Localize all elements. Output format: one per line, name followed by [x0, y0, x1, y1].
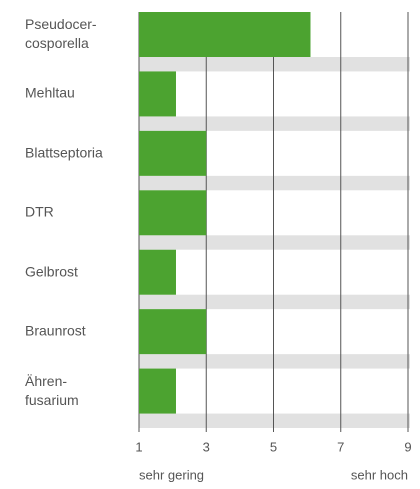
- category-label: Mehltau: [25, 84, 75, 101]
- bar: [139, 130, 207, 176]
- bar: [139, 249, 176, 295]
- x-tick-label: 3: [203, 439, 210, 454]
- category-label: DTR: [25, 203, 54, 220]
- x-label-low: sehr gering: [139, 467, 204, 482]
- row-band: [139, 294, 410, 310]
- category-label: Pseudocer- cosporella: [25, 16, 97, 51]
- bar: [139, 12, 311, 57]
- category-label: Gelbrost: [25, 263, 78, 280]
- bar: [139, 368, 176, 414]
- x-tick-label: 1: [135, 439, 142, 454]
- row-band: [139, 235, 410, 250]
- bar: [139, 309, 207, 355]
- row-band: [139, 57, 410, 72]
- x-tick-label: 5: [270, 439, 277, 454]
- bar: [139, 190, 207, 236]
- x-tick-label: 9: [404, 439, 411, 454]
- x-tick-label: 7: [337, 439, 344, 454]
- bar: [139, 71, 176, 117]
- category-label: Braunrost: [25, 322, 86, 339]
- row-band: [139, 116, 410, 131]
- row-band: [139, 175, 410, 191]
- category-label: Ähren- fusarium: [25, 372, 79, 408]
- category-label: Blattseptoria: [25, 144, 103, 161]
- row-band: [139, 354, 410, 369]
- row-band: [139, 413, 410, 428]
- x-label-high: sehr hoch: [351, 467, 408, 482]
